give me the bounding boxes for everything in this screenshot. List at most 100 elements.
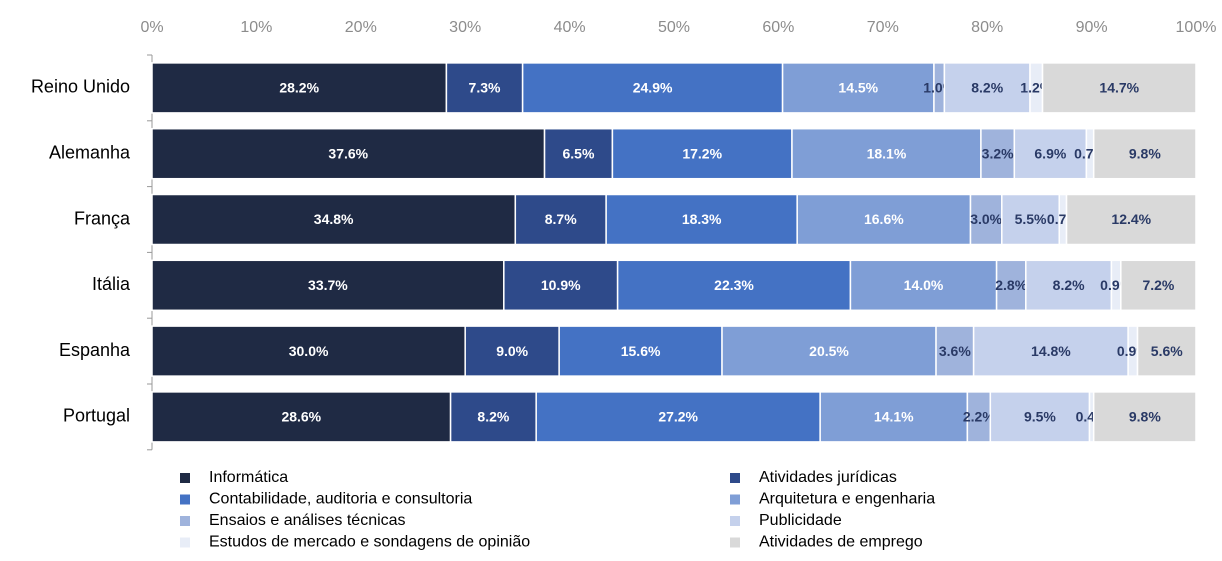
bar-segment <box>558 325 723 377</box>
bar-segment <box>1065 193 1197 246</box>
bar-segment <box>1013 127 1088 180</box>
value-label: 24.9% <box>633 80 673 96</box>
value-label: 14.1% <box>874 409 914 425</box>
value-label: 8.7% <box>545 211 577 227</box>
category-label: França <box>74 208 131 228</box>
value-label: 34.8% <box>314 211 354 227</box>
bar-segment <box>535 391 821 443</box>
category-label: Espanha <box>59 340 131 360</box>
bar-segment <box>819 391 969 443</box>
legend-swatch <box>730 473 740 483</box>
value-label: 33.7% <box>308 277 348 293</box>
legend-swatch <box>180 516 190 526</box>
legend-label: Informática <box>209 469 288 486</box>
legend-label: Atividades de emprego <box>759 534 923 551</box>
value-label: 37.6% <box>328 145 368 161</box>
bar-segment <box>1136 325 1197 377</box>
value-label: 9.0% <box>496 343 528 359</box>
value-label: 18.3% <box>682 211 722 227</box>
x-tick-label: 100% <box>1176 19 1217 36</box>
value-label: 10.9% <box>541 277 581 293</box>
x-tick-label: 0% <box>140 19 163 36</box>
value-label: 17.2% <box>682 145 722 161</box>
bar-segment <box>1092 391 1197 443</box>
value-label: 7.3% <box>469 80 501 96</box>
legend-label: Estudos de mercado e sondagens de opiniã… <box>209 534 530 551</box>
x-tick-label: 40% <box>554 19 586 36</box>
bar-segment <box>796 193 972 246</box>
bar-segment <box>151 325 466 377</box>
value-label: 9.8% <box>1129 409 1161 425</box>
x-tick-label: 90% <box>1076 19 1108 36</box>
category-label: Itália <box>92 274 131 294</box>
value-label: 28.6% <box>281 409 321 425</box>
value-label: 28.2% <box>279 80 319 96</box>
value-label: 27.2% <box>658 409 698 425</box>
bar-segment <box>989 391 1091 443</box>
bar-segment <box>616 259 852 312</box>
x-tick-label: 80% <box>971 19 1003 36</box>
value-label: 3.6% <box>939 343 971 359</box>
value-label: 8.2% <box>1053 277 1085 293</box>
category-label: Alemanha <box>49 142 131 162</box>
bar-segment <box>721 325 937 377</box>
bar-segment <box>151 259 505 312</box>
bar-segment <box>503 259 619 312</box>
x-tick-label: 70% <box>867 19 899 36</box>
legend-swatch <box>180 473 190 483</box>
bar-segment <box>611 127 793 180</box>
legend-swatch <box>730 516 740 526</box>
value-label: 30.0% <box>289 343 329 359</box>
bar-segment <box>151 193 517 246</box>
value-label: 6.5% <box>563 145 595 161</box>
legend-swatch <box>180 537 190 548</box>
legend-swatch <box>180 494 190 505</box>
value-label: 5.5% <box>1015 211 1047 227</box>
value-label: 14.7% <box>1099 80 1139 96</box>
value-label: 20.5% <box>809 343 849 359</box>
value-label: 15.6% <box>621 343 661 359</box>
bar-segment <box>605 193 798 246</box>
x-tick-label: 20% <box>345 19 377 36</box>
bar-segment <box>1041 62 1197 114</box>
bar-segment <box>995 259 1027 312</box>
category-label: Reino Unido <box>31 77 130 97</box>
bar-segment <box>151 62 448 114</box>
legend-label: Publicidade <box>759 512 842 529</box>
x-tick-label: 50% <box>658 19 690 36</box>
bar-segment <box>935 325 975 377</box>
bar-segment <box>791 127 982 180</box>
value-label: 12.4% <box>1111 211 1151 227</box>
category-label: Portugal <box>63 406 130 426</box>
bar-segment <box>849 259 998 312</box>
value-label: 7.2% <box>1142 277 1174 293</box>
bar-segment <box>969 193 1003 246</box>
value-label: 8.2% <box>971 80 1003 96</box>
bar-segment <box>464 325 560 377</box>
value-label: 3.0% <box>970 211 1002 227</box>
value-label: 14.8% <box>1031 343 1071 359</box>
x-tick-label: 60% <box>762 19 794 36</box>
value-label: 3.2% <box>982 145 1014 161</box>
bar-segment <box>151 127 546 180</box>
legend-label: Ensaios e análises técnicas <box>209 512 406 529</box>
value-label: 9.8% <box>1129 145 1161 161</box>
bar-segment <box>1001 193 1060 246</box>
value-label: 2.8% <box>995 277 1027 293</box>
value-label: 18.1% <box>867 145 907 161</box>
value-label: 8.2% <box>477 409 509 425</box>
bar-segment <box>980 127 1016 180</box>
value-label: 14.0% <box>904 277 944 293</box>
legend-label: Contabilidade, auditoria e consultoria <box>209 491 472 508</box>
value-label: 5.6% <box>1151 343 1183 359</box>
value-label: 6.9% <box>1034 145 1066 161</box>
bar-segment <box>972 325 1129 377</box>
x-tick-label: 10% <box>240 19 272 36</box>
value-label: 9.5% <box>1024 409 1056 425</box>
bar-segment <box>943 62 1031 114</box>
x-tick-label: 30% <box>449 19 481 36</box>
value-label: 14.5% <box>838 80 878 96</box>
legend-label: Arquitetura e engenharia <box>759 491 935 508</box>
bar-segment <box>445 62 524 114</box>
